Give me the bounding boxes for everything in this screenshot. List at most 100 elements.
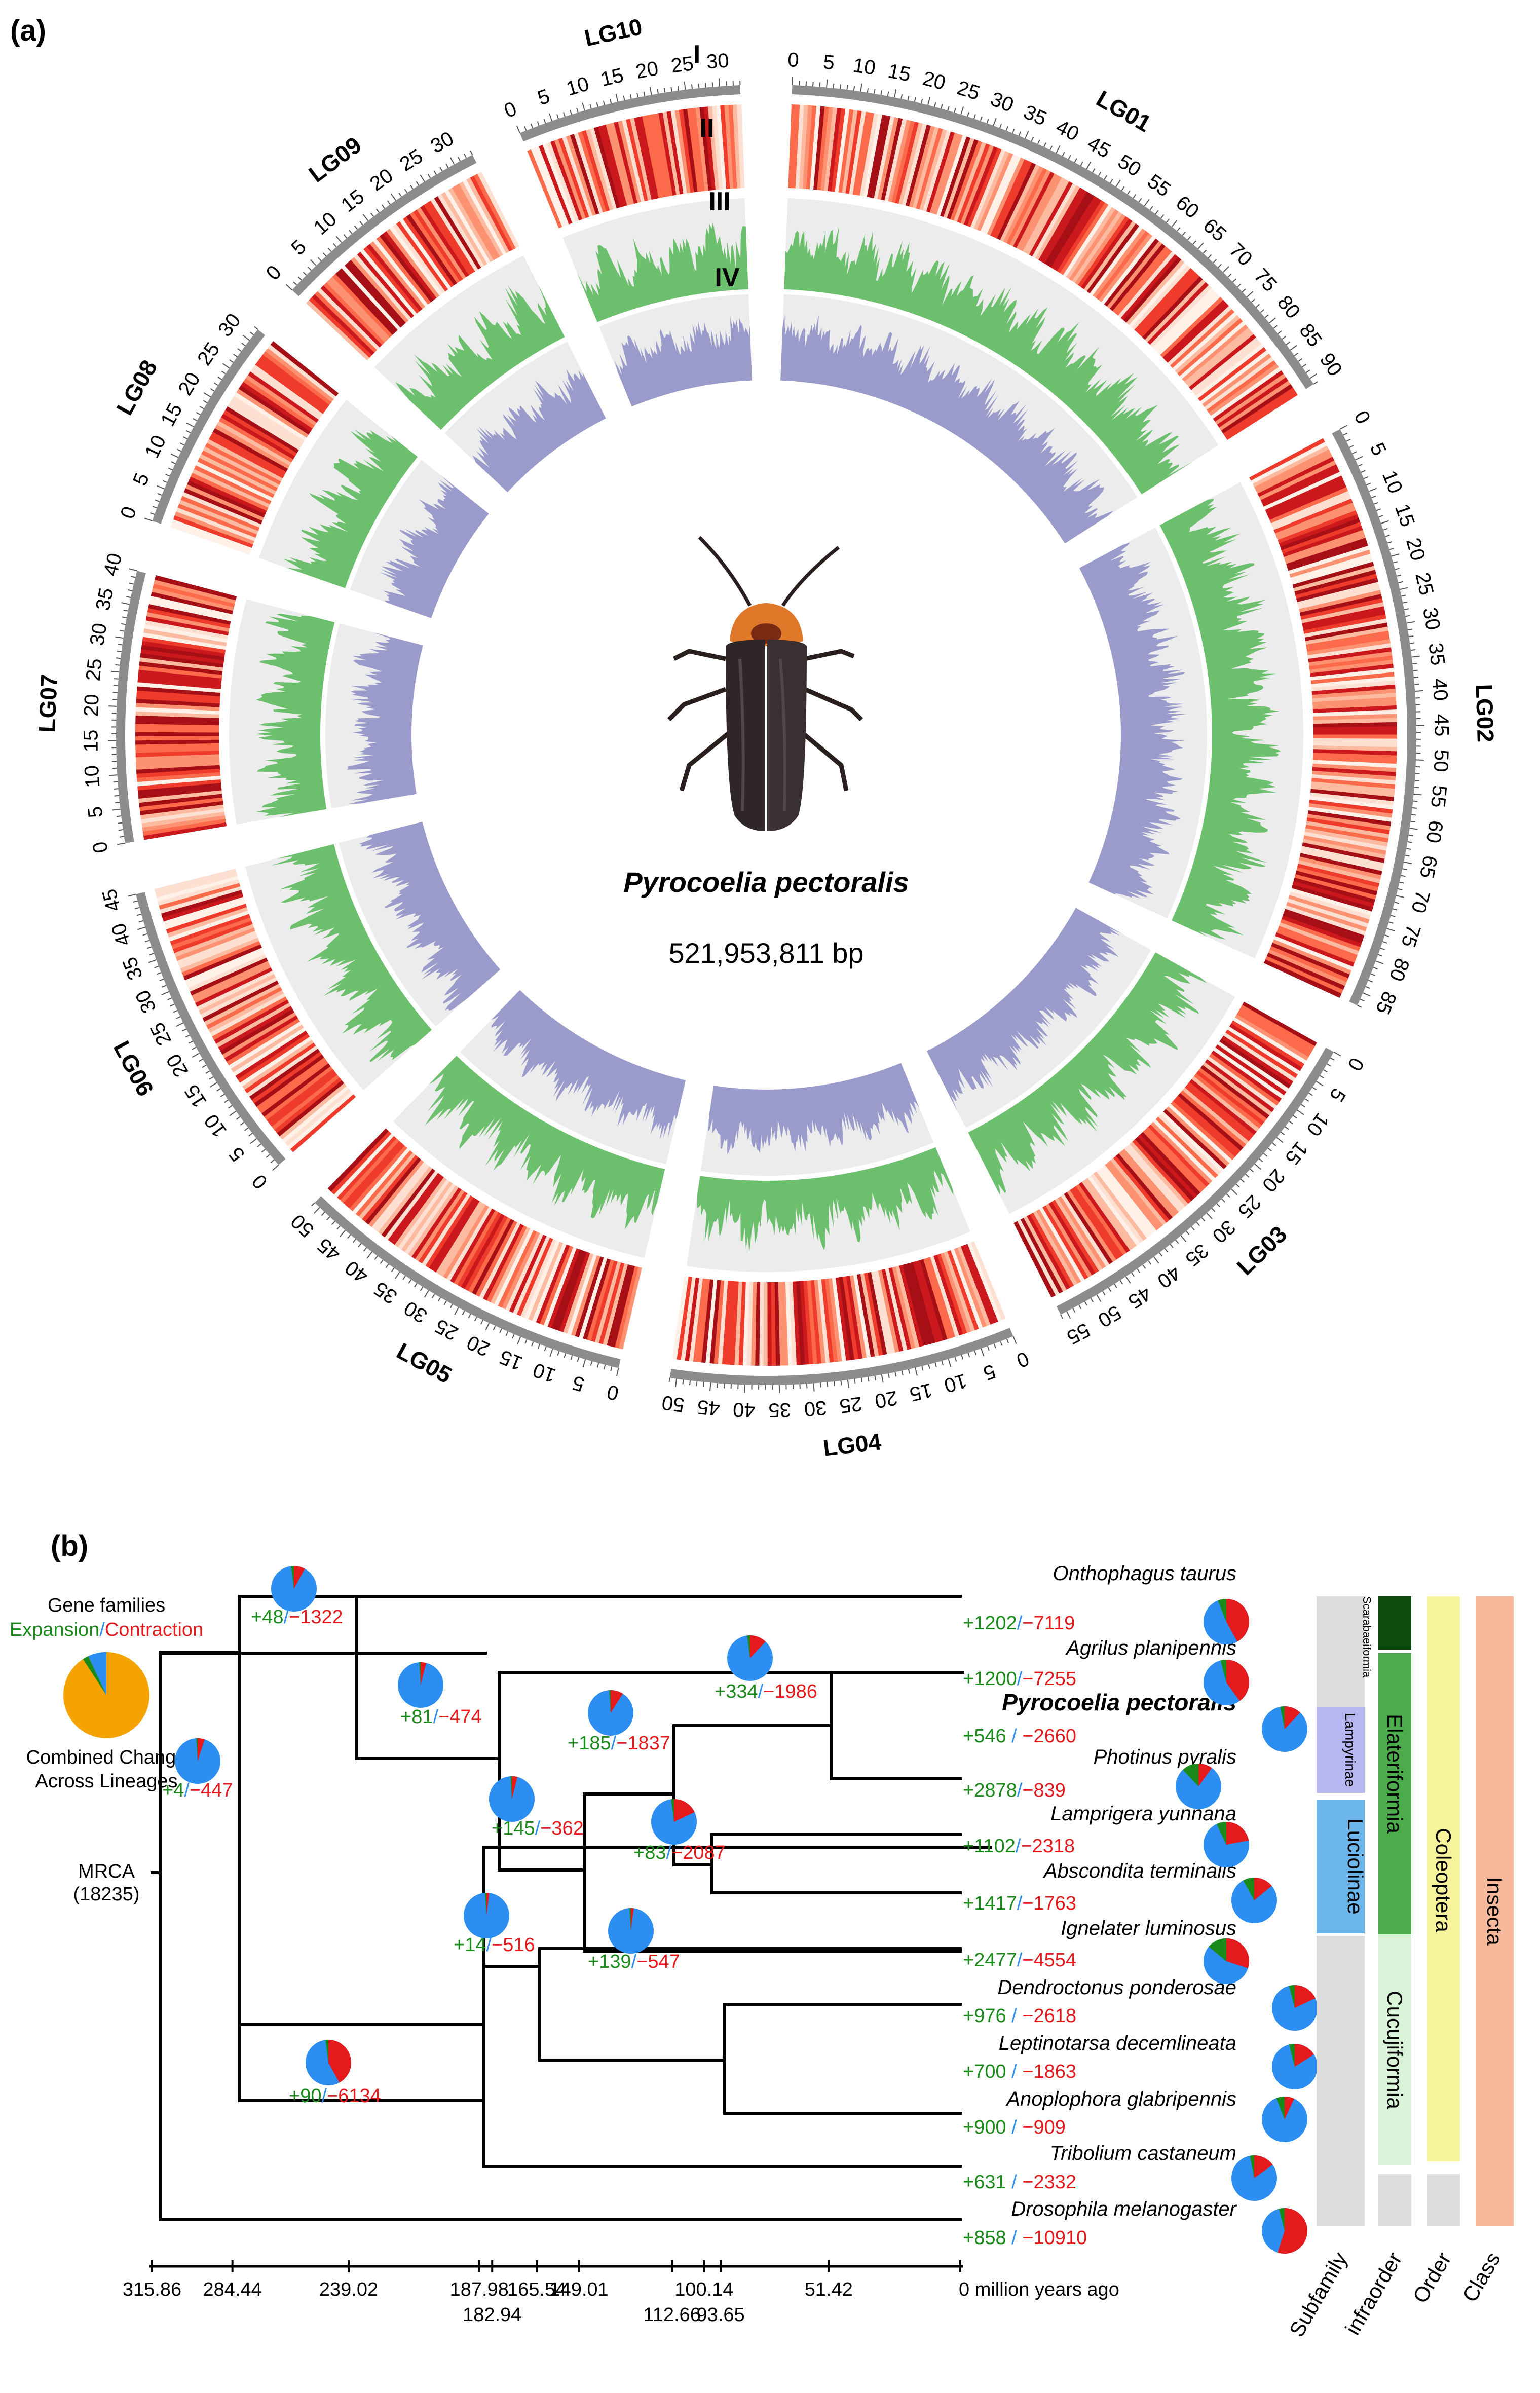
axis-tick [1084, 1301, 1088, 1306]
heatmap-bin [136, 702, 220, 711]
heatmap-bin [554, 1250, 587, 1331]
heatmap-bin [582, 130, 611, 212]
heatmap-bin [386, 228, 440, 298]
axis-tick [887, 91, 889, 96]
heatmap-bin [284, 1088, 351, 1146]
axis-tick [1414, 787, 1419, 789]
heatmap-bin [141, 807, 224, 824]
tick-label: 45 [1430, 714, 1453, 736]
axis-tick [1403, 601, 1408, 604]
axis-tick [941, 1361, 944, 1366]
axis-tick [674, 1378, 678, 1387]
repeat-histogram [380, 475, 489, 618]
heatmap-bin [1300, 849, 1383, 872]
axis-tick [1363, 476, 1368, 479]
axis-tick [1415, 773, 1420, 774]
panel-a-label: (a) [10, 14, 46, 47]
heatmap-bin [214, 424, 290, 469]
heatmap-bin [136, 690, 220, 700]
heatmap-bin [902, 123, 927, 206]
heatmap-bin [1157, 1114, 1221, 1176]
track-labels: I II III IV [693, 40, 740, 292]
axis-tick [582, 1359, 586, 1367]
heatmap-bin [256, 1057, 326, 1110]
heatmap-bin [1063, 1192, 1113, 1265]
heatmap-bin [306, 300, 370, 361]
heatmap-bin [1308, 806, 1392, 822]
axis-tick [1110, 179, 1113, 183]
heatmap-bin [243, 378, 315, 429]
axis-tick [1221, 1198, 1225, 1203]
axis-tick [480, 1320, 483, 1325]
heatmap-bin [650, 114, 670, 197]
heatmap-bin [269, 1071, 337, 1127]
axis-tick [967, 112, 969, 117]
species-pie [1204, 1822, 1249, 1867]
heatmap-bin [1145, 279, 1207, 343]
axis-tick [1346, 438, 1351, 442]
heatmap-bin [253, 1054, 324, 1107]
heatmap-bin [1223, 387, 1296, 437]
heatmap-bin [795, 104, 805, 189]
axis-tick [314, 1207, 320, 1214]
axis-tick [928, 1364, 930, 1369]
axis-tick [1389, 548, 1394, 550]
axis-tick [159, 978, 164, 982]
tick-label: 50 [1430, 749, 1453, 772]
heatmap-bin [383, 231, 437, 301]
heatmap-bin [138, 786, 222, 799]
axis-tick [1237, 283, 1242, 288]
heatmap-bin [788, 104, 797, 189]
infraorder-cucujiformia: Cucujiformia [1383, 1991, 1407, 2109]
heatmap-bin [1254, 449, 1331, 491]
heatmap-bin [192, 468, 270, 508]
heatmap-bin [874, 116, 895, 199]
time-axis: 315.86 284.44 239.02 187.98 182.94 165.54149.… [123, 2260, 1119, 2326]
heatmap-bin [135, 711, 219, 718]
axis-tick [576, 107, 579, 113]
heatmap-bin [870, 1271, 891, 1355]
heatmap-bin [1304, 618, 1387, 638]
heatmap-bin [320, 285, 383, 348]
axis-tick [1410, 820, 1415, 823]
heatmap-bin [1184, 327, 1252, 385]
heatmap-bin [554, 139, 586, 219]
axis-tick [1119, 1280, 1123, 1285]
axis-tick [236, 1116, 241, 1120]
heatmap-bin [692, 1278, 707, 1362]
axis-tick [137, 926, 145, 930]
axis-tick [1227, 273, 1232, 278]
heatmap-bin [947, 1250, 979, 1331]
axis-tick [1197, 242, 1204, 249]
heatmap-bin [1147, 1124, 1210, 1187]
heatmap-bin [428, 1197, 477, 1270]
axis-tick [1388, 921, 1394, 924]
axis-tick [1066, 1311, 1071, 1319]
heatmap-bin [1075, 214, 1126, 285]
heatmap-bin [161, 889, 243, 918]
heatmap-bin [326, 279, 388, 343]
heatmap-bin [736, 104, 745, 189]
heatmap-bin [265, 347, 334, 402]
heatmap-bin [626, 119, 649, 202]
tick-label: 25 [838, 1392, 863, 1417]
heatmap-bin [355, 1150, 413, 1217]
axis-tick [1127, 190, 1131, 195]
axis-tick [1203, 249, 1207, 254]
axis-tick [221, 370, 226, 375]
axis-tick [1232, 278, 1236, 283]
heatmap-bin [699, 107, 712, 191]
infraorder-bar-bottom [1378, 2174, 1411, 2226]
species-count: +2477/−4554 [963, 1950, 1076, 1971]
heatmap-bin [1312, 693, 1396, 703]
heatmap-bin [1313, 745, 1397, 752]
axis-tick [840, 84, 842, 89]
heatmap-bin [330, 1131, 392, 1195]
axis-tick [927, 97, 931, 105]
heatmap-bin [357, 251, 415, 318]
heatmap-bin [1051, 1200, 1099, 1274]
heatmap-bin [371, 1162, 427, 1230]
axis-tick [1153, 1256, 1159, 1264]
